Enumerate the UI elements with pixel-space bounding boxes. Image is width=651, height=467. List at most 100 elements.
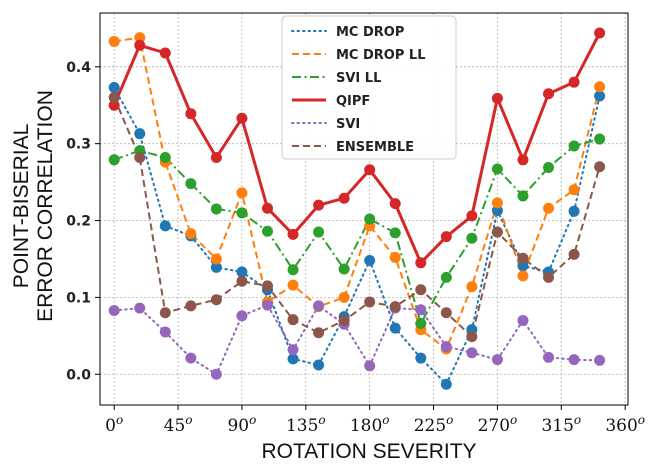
- data-point-ensemble: [364, 296, 376, 308]
- data-point-mc-drop: [517, 260, 529, 272]
- data-point-qipf: [389, 198, 401, 210]
- data-point-qipf: [594, 27, 606, 39]
- data-point-mc-drop-ll: [210, 253, 222, 265]
- data-point-svi: [210, 368, 222, 380]
- data-point-svi-ll: [236, 207, 248, 219]
- legend-label: QIPF: [336, 94, 370, 109]
- data-point-mc-drop: [491, 205, 503, 217]
- data-point-mc-drop-ll: [466, 281, 478, 293]
- data-point-svi: [491, 354, 503, 366]
- data-point-svi-ll: [185, 178, 197, 190]
- data-point-ensemble: [159, 307, 171, 319]
- data-point-ensemble: [313, 327, 325, 339]
- x-tick-label: 180o: [350, 413, 390, 436]
- y-tick-label: 0.2: [66, 214, 91, 230]
- data-point-qipf: [134, 39, 146, 51]
- data-point-mc-drop: [134, 128, 146, 140]
- series-markers: [108, 27, 606, 390]
- data-point-qipf: [313, 199, 325, 211]
- data-point-mc-drop-ll: [594, 81, 606, 93]
- x-tick-label: 135o: [286, 413, 326, 436]
- data-point-svi: [440, 341, 452, 353]
- legend: MC DROP MC DROP LL SVI LL QIPF SVI ENSEMBLE: [281, 15, 457, 160]
- data-point-svi-ll: [568, 140, 580, 152]
- data-point-qipf: [543, 88, 555, 100]
- data-point-mc-drop-ll: [517, 270, 529, 282]
- data-point-mc-drop-ll: [108, 35, 120, 47]
- data-point-mc-drop-ll: [287, 279, 299, 291]
- plot-frame: [99, 12, 629, 406]
- legend-label: ENSEMBLE: [336, 140, 414, 155]
- legend-entry-svi: SVI: [291, 117, 360, 132]
- data-point-ensemble: [491, 226, 503, 238]
- legend-label: MC DROP: [336, 25, 404, 40]
- legend-label: MC DROP LL: [336, 48, 425, 63]
- y-tick-label: 0.1: [66, 290, 91, 306]
- data-point-ensemble: [415, 284, 427, 296]
- data-point-ensemble: [236, 275, 248, 287]
- data-point-qipf: [159, 47, 171, 59]
- data-point-svi: [364, 360, 376, 372]
- data-point-ensemble: [134, 152, 146, 164]
- data-point-svi: [261, 299, 273, 311]
- data-point-svi: [594, 354, 606, 366]
- data-point-svi-ll: [261, 225, 273, 237]
- data-point-svi-ll: [108, 154, 120, 166]
- data-point-svi-ll: [440, 271, 452, 283]
- y-axis-title-line2: ERROR CORRELATION: [34, 90, 57, 322]
- y-axis-title-line1: POINT-BISERIAL: [10, 124, 33, 289]
- data-point-svi: [517, 314, 529, 326]
- x-tick-label: 45o: [164, 413, 193, 436]
- data-point-qipf: [491, 92, 503, 104]
- data-point-svi-ll: [313, 226, 325, 238]
- data-point-qipf: [568, 76, 580, 88]
- data-point-mc-drop: [287, 353, 299, 365]
- data-point-mc-drop: [108, 82, 120, 94]
- data-point-svi-ll: [543, 161, 555, 173]
- data-point-qipf: [466, 210, 478, 222]
- data-point-qipf: [108, 99, 120, 111]
- data-point-mc-drop-ll: [236, 187, 248, 199]
- data-point-svi: [236, 310, 248, 322]
- x-axis-ticks: 0o 45o 90o 135o 180o 225o 270o 315o 360o: [105, 405, 645, 436]
- data-point-svi-ll: [389, 227, 401, 239]
- y-tick-label: 0.4: [66, 60, 91, 76]
- data-point-svi: [185, 352, 197, 364]
- data-point-mc-drop-ll: [389, 251, 401, 263]
- legend-entry-mc-drop-ll: MC DROP LL: [292, 48, 425, 63]
- data-point-ensemble: [543, 271, 555, 283]
- data-point-ensemble: [440, 307, 452, 319]
- x-axis-title: ROTATION SEVERITY: [261, 440, 476, 463]
- data-point-mc-drop-ll: [543, 202, 555, 214]
- data-point-svi-ll: [364, 213, 376, 225]
- data-point-ensemble: [594, 161, 606, 173]
- data-point-svi: [466, 347, 478, 359]
- y-tick-label: 0.3: [66, 137, 91, 153]
- x-tick-label: 315o: [541, 413, 581, 436]
- legend-entry-svi-ll: SVI LL: [292, 71, 381, 86]
- data-point-ensemble: [210, 294, 222, 306]
- data-point-mc-drop-ll: [338, 291, 350, 303]
- data-point-ensemble: [466, 331, 478, 343]
- legend-label: SVI: [336, 117, 360, 132]
- data-point-mc-drop: [440, 378, 452, 390]
- x-tick-label: 360o: [605, 413, 645, 436]
- data-point-mc-drop: [313, 359, 325, 371]
- data-point-ensemble: [261, 280, 273, 292]
- data-point-mc-drop-ll: [134, 32, 146, 44]
- series-line-svi: [113, 304, 601, 376]
- data-point-svi: [287, 344, 299, 356]
- data-point-mc-drop: [568, 205, 580, 217]
- data-point-qipf: [261, 202, 273, 214]
- data-point-svi-ll: [159, 152, 171, 164]
- data-point-svi-ll: [338, 263, 350, 275]
- data-point-mc-drop-ll: [491, 197, 503, 209]
- legend-entry-mc-drop: MC DROP: [291, 25, 404, 40]
- data-point-qipf: [415, 257, 427, 269]
- data-point-svi-ll: [415, 318, 427, 330]
- data-point-mc-drop: [210, 261, 222, 273]
- data-point-mc-drop: [159, 220, 171, 232]
- data-point-mc-drop-ll: [185, 228, 197, 240]
- data-point-qipf: [338, 192, 350, 204]
